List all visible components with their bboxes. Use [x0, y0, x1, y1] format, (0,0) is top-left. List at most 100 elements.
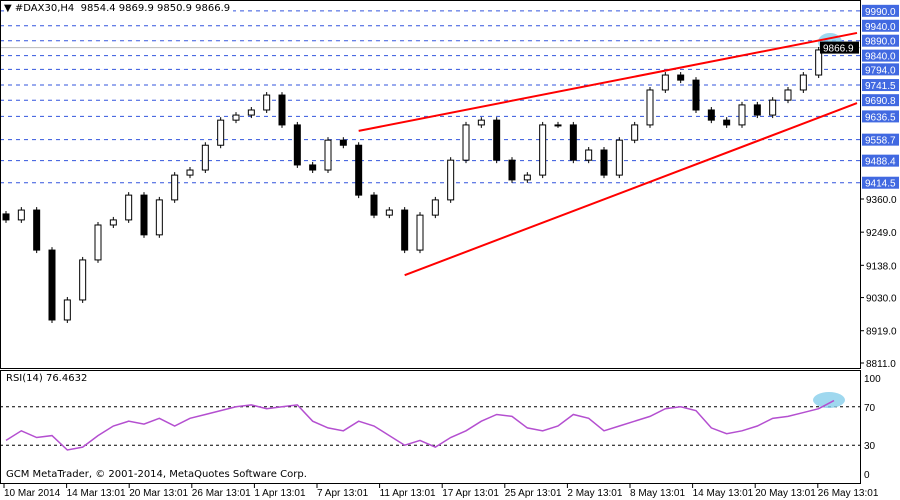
level-label-bg [862, 79, 899, 92]
candle-body [738, 104, 746, 126]
rsi-tick-label: 100 [864, 374, 881, 385]
candle-body [278, 94, 286, 126]
copyright: GCM MetaTrader, © 2001-2014, MetaQuotes … [6, 469, 307, 480]
rsi-tick-label: 30 [864, 441, 876, 452]
candle-body [784, 89, 792, 101]
candle-body [339, 139, 347, 146]
trendline [358, 31, 858, 132]
candle-body [355, 144, 363, 196]
x-tick-label: 20 May 13:01 [755, 488, 816, 499]
rsi-tick-label: 0 [864, 470, 870, 481]
level-label: 9890.0 [865, 37, 896, 48]
candle-body [769, 99, 777, 116]
candle-body [692, 79, 700, 111]
triangle-down-icon[interactable]: ▼ [4, 3, 12, 14]
candle-body [447, 159, 455, 201]
candle-body [615, 139, 623, 176]
price-tick-label: 8811.0 [866, 359, 896, 370]
current-price-label-bg [820, 41, 859, 54]
x-tick-label: 8 May 13:01 [630, 488, 685, 499]
level-label: 9690.8 [865, 96, 896, 107]
x-tick-label: 26 May 13:01 [818, 488, 879, 499]
level-label: 9488.4 [865, 157, 896, 168]
candle-body [646, 89, 654, 126]
candle-body [462, 124, 470, 161]
candle-body [707, 109, 715, 121]
price-tick-label: 9360.0 [866, 195, 897, 206]
rsi-label: RSI(14) 76.4632 [6, 373, 88, 384]
level-label: 9990.0 [865, 7, 896, 18]
chart-title: ▼ #DAX30,H4 9854.4 9869.9 9850.9 9866.9 [4, 3, 234, 14]
candle-body [186, 169, 194, 176]
candle-body [815, 49, 823, 76]
level-label: 9414.5 [865, 179, 896, 190]
level-label: 9840.0 [865, 52, 896, 63]
candle-body [48, 249, 56, 321]
ohlc-values: 9854.4 9869.9 9850.9 9866.9 [80, 3, 231, 14]
candle-body [2, 213, 10, 221]
level-label: 9636.5 [865, 112, 896, 123]
rsi-line [5, 399, 835, 451]
candle-body [79, 259, 87, 301]
candle-body [217, 119, 225, 146]
level-label: 9940.0 [865, 22, 896, 33]
level-label: 9794.0 [865, 65, 896, 76]
current-price-label: 9866.9 [823, 44, 854, 55]
candle-body [63, 299, 71, 321]
x-tick-label: 1 Apr 13:01 [254, 488, 306, 499]
candle-body [677, 74, 685, 81]
candle-body [94, 224, 102, 261]
candle-body [201, 144, 209, 171]
candle-body [554, 124, 562, 127]
candle-body [370, 194, 378, 216]
candle-body [171, 174, 179, 201]
candle-body [309, 164, 317, 171]
rsi-highlight-ellipse [813, 392, 845, 408]
candle-body [33, 209, 41, 251]
level-label-bg [862, 133, 899, 146]
candle-body [539, 124, 547, 176]
candle-body [155, 199, 163, 236]
candle-body [247, 109, 255, 116]
level-label: 9558.7 [865, 136, 896, 147]
candle-body [263, 94, 271, 111]
candle-body [140, 194, 148, 236]
main-pane [0, 0, 861, 369]
price-tick-label: 9249.0 [866, 228, 897, 239]
rsi-tick-label: 70 [864, 403, 876, 414]
rsi-pane [0, 370, 861, 484]
candle-body [661, 74, 669, 91]
candle-body [723, 119, 731, 126]
level-label: 9741.5 [865, 81, 896, 92]
x-tick-label: 14 Mar 13:01 [67, 488, 126, 499]
price-tick-label: 9138.0 [866, 261, 897, 272]
candle-body [600, 149, 608, 176]
candle-body [585, 149, 593, 161]
trendline [404, 102, 858, 277]
candle-body [493, 119, 501, 161]
x-tick-label: 26 Mar 13:01 [192, 488, 251, 499]
candle-body [523, 174, 531, 181]
level-label-bg [862, 49, 899, 62]
candle-body [508, 159, 516, 181]
level-label-bg [862, 34, 899, 47]
candle-body [17, 209, 25, 221]
candle-body [293, 124, 301, 166]
candle-body [385, 209, 393, 216]
x-tick-label: 10 Mar 2014 [4, 488, 61, 499]
candle-body [799, 74, 807, 91]
symbol: #DAX30,H4 [14, 3, 75, 14]
candle-body [753, 104, 761, 116]
candle-body [569, 124, 577, 161]
x-tick-label: 7 Apr 13:01 [317, 488, 369, 499]
candle-body [631, 124, 639, 141]
price-tick-label: 9030.0 [866, 294, 897, 305]
candle-body [431, 199, 439, 216]
x-tick-label: 20 Mar 13:01 [129, 488, 188, 499]
level-label-bg [862, 154, 899, 167]
level-label-bg [862, 19, 899, 32]
candle-body [477, 119, 485, 126]
candle-body [416, 214, 424, 251]
